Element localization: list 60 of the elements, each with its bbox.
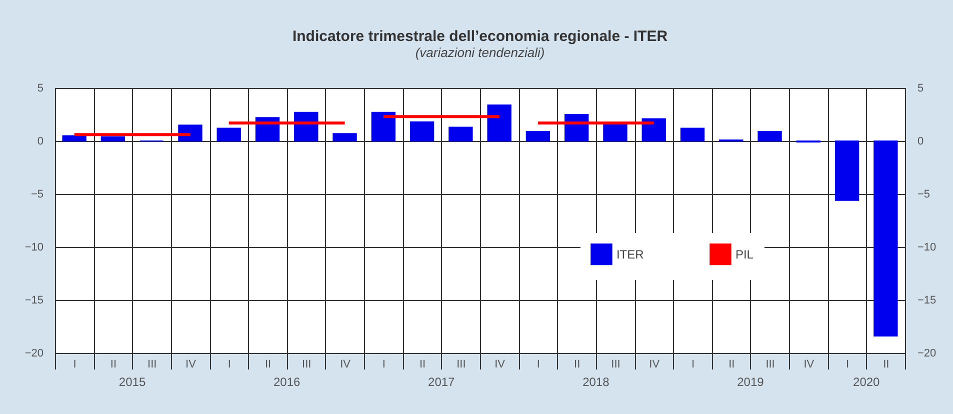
bar: [332, 133, 357, 142]
x-tick-label: IV: [186, 358, 197, 370]
text: 2019: [737, 375, 764, 389]
y-tick-label: 5: [37, 82, 44, 94]
x-tick-label: I: [382, 358, 386, 370]
x-tick-label: III: [456, 358, 466, 370]
bar: [680, 128, 705, 142]
y2-tick-label: −15: [918, 294, 936, 306]
y-tick-label: −15: [24, 294, 44, 306]
text: 2016: [273, 375, 300, 389]
x-tick-label: II: [419, 358, 426, 370]
bar: [834, 140, 860, 201]
bar: [371, 112, 396, 142]
bar: [448, 126, 473, 142]
x-tick-label: I: [73, 358, 76, 370]
y-tick-label: −5: [30, 188, 44, 200]
y2-tick-label: −20: [918, 348, 936, 360]
x-tick-label: IV: [649, 358, 660, 370]
x-tick-label: II: [264, 358, 272, 370]
legend-label: PIL: [735, 247, 754, 262]
bar: [874, 140, 898, 337]
bar: [758, 130, 782, 142]
text: 2020: [853, 375, 880, 389]
x-tick-label: II: [574, 358, 580, 370]
y2-tick-label: −10: [918, 242, 936, 254]
x-tick-label: II: [883, 358, 890, 370]
x-tick-label: II: [728, 358, 735, 370]
x-tick-label: III: [766, 358, 775, 370]
bar: [487, 104, 512, 142]
x-tick-label: III: [302, 358, 312, 370]
y2-tick-label: 5: [918, 82, 924, 94]
chart-subtitle: (variazioni tendenziali): [415, 45, 545, 60]
text: 2015: [118, 375, 146, 389]
y2-tick-label: −5: [918, 188, 930, 200]
x-tick-label: III: [148, 358, 157, 370]
x-tick-label: I: [691, 358, 695, 370]
bar: [216, 128, 241, 142]
x-tick-label: I: [536, 358, 540, 370]
x-tick-label: IV: [340, 358, 352, 370]
bar: [100, 136, 126, 142]
text: 2017: [428, 375, 456, 389]
bar: [642, 118, 666, 142]
y-tick-label: 0: [37, 136, 44, 148]
bar: [178, 124, 202, 142]
x-tick-label: IV: [804, 358, 815, 370]
y2-tick-label: 0: [918, 136, 924, 148]
y-tick-label: −20: [24, 348, 44, 360]
bar: [410, 121, 434, 142]
x-tick-label: III: [611, 358, 620, 370]
bar: [526, 130, 550, 142]
x-tick-label: IV: [494, 358, 506, 370]
y-tick-label: −10: [24, 242, 44, 254]
chart-title: Indicatore trimestrale dell’economia regionale - ITER: [292, 28, 668, 45]
x-tick-label: I: [228, 358, 231, 370]
legend-label: ITER: [616, 247, 644, 262]
x-tick-label: II: [110, 358, 117, 370]
bar: [62, 135, 86, 142]
x-tick-label: I: [846, 358, 850, 370]
bar: [603, 124, 628, 142]
text: 2018: [582, 375, 610, 389]
